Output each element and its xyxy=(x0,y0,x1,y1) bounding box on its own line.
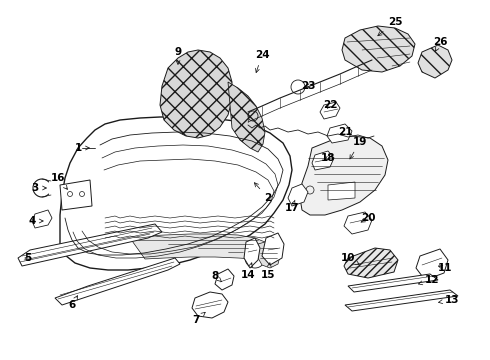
Text: 12: 12 xyxy=(418,275,439,285)
Polygon shape xyxy=(300,136,388,215)
Polygon shape xyxy=(18,224,162,266)
Text: 15: 15 xyxy=(261,263,275,280)
Polygon shape xyxy=(288,184,308,206)
Text: 8: 8 xyxy=(211,271,221,282)
Text: 20: 20 xyxy=(361,213,375,223)
Text: 18: 18 xyxy=(321,153,335,163)
Text: 4: 4 xyxy=(28,216,43,226)
Polygon shape xyxy=(160,50,232,138)
Polygon shape xyxy=(215,269,234,290)
Text: 2: 2 xyxy=(254,183,271,203)
Text: 21: 21 xyxy=(338,127,352,137)
Text: 1: 1 xyxy=(74,143,89,153)
Polygon shape xyxy=(418,45,452,78)
Polygon shape xyxy=(327,124,352,143)
Text: 23: 23 xyxy=(301,81,315,91)
Text: 3: 3 xyxy=(31,183,47,193)
Polygon shape xyxy=(258,240,280,268)
Text: 25: 25 xyxy=(378,17,402,36)
Polygon shape xyxy=(192,292,228,318)
Polygon shape xyxy=(228,82,265,152)
Text: 9: 9 xyxy=(174,47,182,64)
Text: 6: 6 xyxy=(69,296,77,310)
Text: 13: 13 xyxy=(439,295,459,305)
Text: 26: 26 xyxy=(433,37,447,51)
Text: 19: 19 xyxy=(350,137,367,159)
Polygon shape xyxy=(55,258,180,305)
Text: 7: 7 xyxy=(192,312,205,325)
Text: 22: 22 xyxy=(323,100,337,110)
Text: 14: 14 xyxy=(241,263,255,280)
Polygon shape xyxy=(344,248,398,278)
Polygon shape xyxy=(416,249,448,280)
Text: 11: 11 xyxy=(438,263,452,273)
Polygon shape xyxy=(312,151,334,170)
Text: 24: 24 xyxy=(255,50,270,73)
Polygon shape xyxy=(328,182,355,200)
Polygon shape xyxy=(244,238,260,268)
Text: 17: 17 xyxy=(285,200,299,213)
Text: 10: 10 xyxy=(341,253,359,265)
Text: 5: 5 xyxy=(24,253,32,263)
Polygon shape xyxy=(60,180,92,210)
Text: 16: 16 xyxy=(51,173,68,189)
Polygon shape xyxy=(130,234,268,259)
Polygon shape xyxy=(60,117,292,270)
Polygon shape xyxy=(320,102,340,119)
Polygon shape xyxy=(32,210,52,228)
Polygon shape xyxy=(342,26,415,72)
Polygon shape xyxy=(344,212,372,234)
Polygon shape xyxy=(348,274,438,292)
Polygon shape xyxy=(262,233,284,265)
Polygon shape xyxy=(345,290,458,311)
